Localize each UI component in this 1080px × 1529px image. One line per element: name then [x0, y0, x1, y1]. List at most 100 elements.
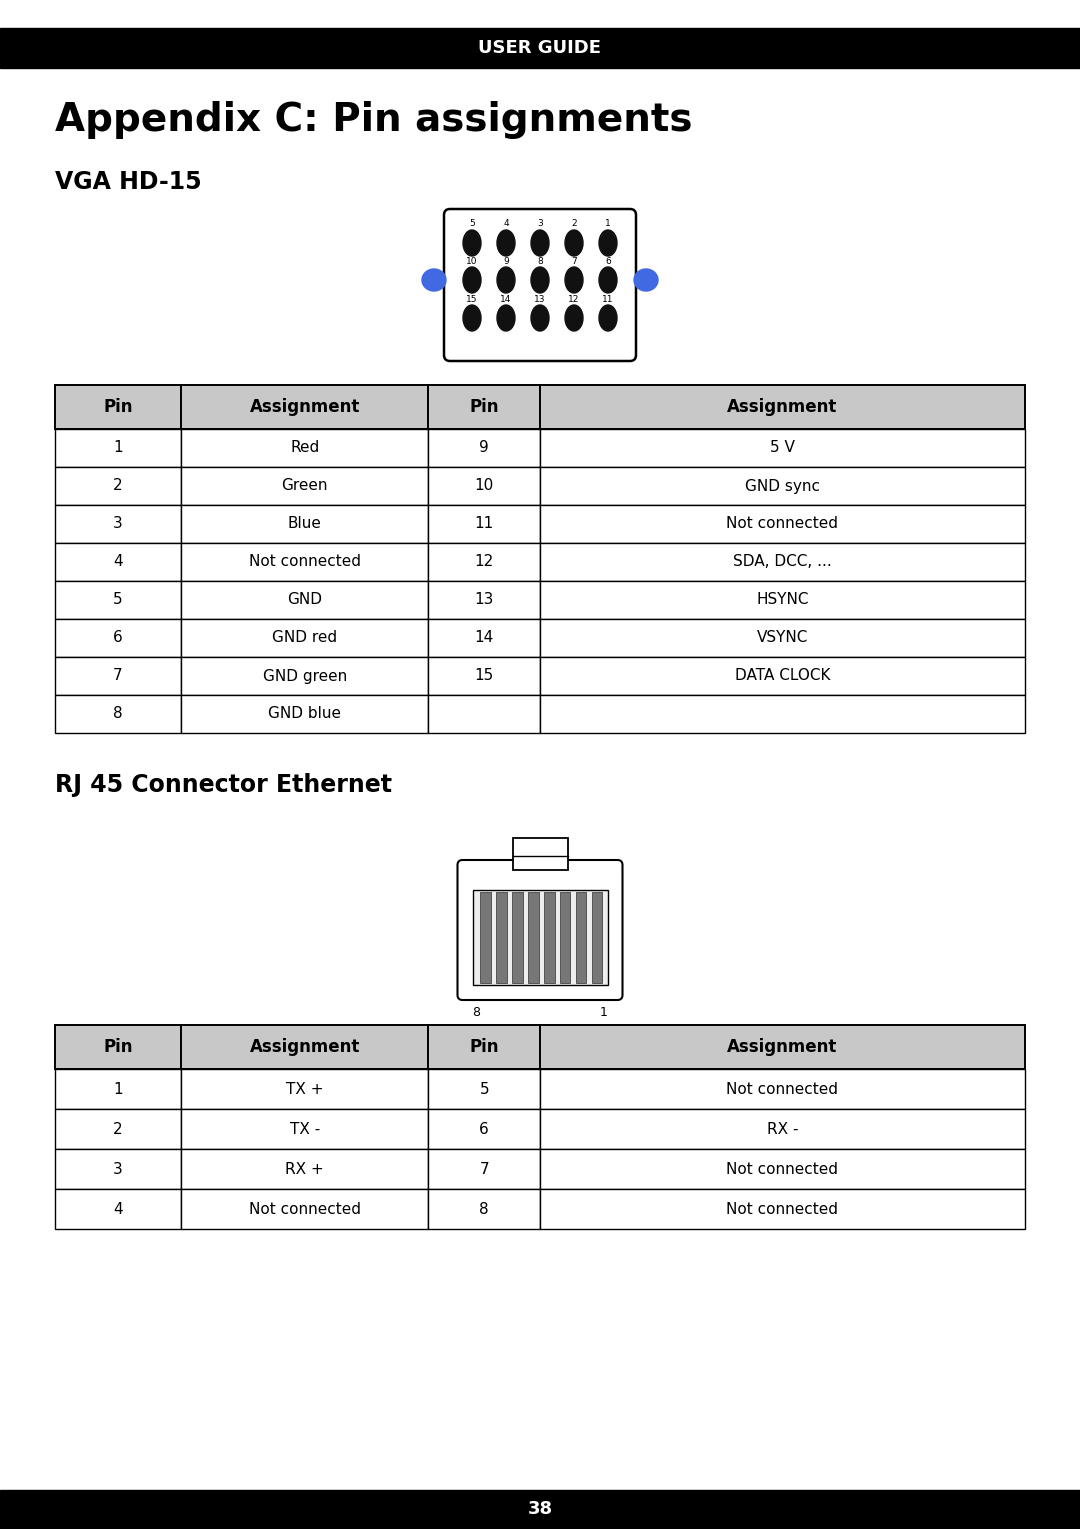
- Bar: [181, 619, 429, 657]
- Bar: [540, 619, 1025, 657]
- Bar: [540, 385, 1025, 430]
- Ellipse shape: [634, 269, 658, 291]
- Bar: [540, 581, 1025, 619]
- Text: Not connected: Not connected: [727, 1202, 838, 1217]
- Text: 6: 6: [605, 257, 611, 266]
- Text: 8: 8: [473, 1006, 481, 1020]
- Ellipse shape: [565, 229, 583, 255]
- Text: Not connected: Not connected: [248, 1202, 361, 1217]
- Bar: [540, 1024, 1025, 1069]
- Bar: [55, 1190, 181, 1229]
- Text: 5: 5: [480, 1081, 489, 1096]
- Text: TX +: TX +: [286, 1081, 324, 1096]
- Bar: [55, 1069, 181, 1109]
- Ellipse shape: [463, 268, 481, 294]
- Text: SDA, DCC, ...: SDA, DCC, ...: [733, 555, 832, 569]
- Bar: [429, 1109, 540, 1148]
- Text: 4: 4: [113, 1202, 123, 1217]
- Ellipse shape: [531, 229, 549, 255]
- Text: Assignment: Assignment: [727, 398, 838, 416]
- Text: DATA CLOCK: DATA CLOCK: [734, 668, 831, 683]
- Bar: [540, 430, 1025, 466]
- Text: RX +: RX +: [285, 1162, 324, 1176]
- Text: 14: 14: [500, 295, 512, 303]
- Bar: [429, 385, 540, 430]
- Text: Assignment: Assignment: [249, 1038, 360, 1057]
- Bar: [55, 385, 181, 430]
- Bar: [55, 619, 181, 657]
- Bar: [55, 696, 181, 732]
- Text: 2: 2: [113, 479, 123, 494]
- Bar: [576, 891, 586, 983]
- Text: GND green: GND green: [262, 668, 347, 683]
- Text: Pin: Pin: [104, 1038, 133, 1057]
- Bar: [181, 1190, 429, 1229]
- Ellipse shape: [463, 304, 481, 330]
- Bar: [540, 696, 1025, 732]
- Bar: [481, 891, 491, 983]
- Bar: [540, 657, 1025, 696]
- Text: Assignment: Assignment: [727, 1038, 838, 1057]
- Bar: [55, 543, 181, 581]
- Ellipse shape: [565, 304, 583, 330]
- Text: Not connected: Not connected: [727, 1162, 838, 1176]
- Bar: [181, 430, 429, 466]
- Text: Not connected: Not connected: [727, 517, 838, 532]
- Text: 3: 3: [113, 1162, 123, 1176]
- Bar: [540, 1190, 1025, 1229]
- Bar: [497, 891, 507, 983]
- Bar: [429, 1148, 540, 1190]
- Text: 38: 38: [527, 1500, 553, 1518]
- Bar: [429, 657, 540, 696]
- Text: GND sync: GND sync: [745, 479, 820, 494]
- Text: 6: 6: [480, 1121, 489, 1136]
- Bar: [181, 657, 429, 696]
- Text: 13: 13: [474, 593, 494, 607]
- Ellipse shape: [497, 229, 515, 255]
- Bar: [540, 505, 1025, 543]
- Text: VGA HD-15: VGA HD-15: [55, 170, 202, 194]
- Bar: [181, 466, 429, 505]
- FancyBboxPatch shape: [444, 209, 636, 361]
- Bar: [544, 891, 554, 983]
- Text: 12: 12: [568, 295, 580, 303]
- Bar: [540, 1069, 1025, 1109]
- Text: 15: 15: [467, 295, 477, 303]
- Text: 8: 8: [537, 257, 543, 266]
- Text: 4: 4: [113, 555, 123, 569]
- Text: Not connected: Not connected: [727, 1081, 838, 1096]
- Text: HSYNC: HSYNC: [756, 593, 809, 607]
- Text: VSYNC: VSYNC: [757, 630, 808, 645]
- Text: 1: 1: [113, 440, 123, 456]
- Text: 3: 3: [537, 220, 543, 228]
- Bar: [181, 1148, 429, 1190]
- Bar: [429, 1069, 540, 1109]
- Ellipse shape: [599, 304, 617, 330]
- Text: 5: 5: [113, 593, 123, 607]
- Bar: [55, 430, 181, 466]
- Text: 9: 9: [480, 440, 489, 456]
- Bar: [592, 891, 603, 983]
- Bar: [181, 1024, 429, 1069]
- Text: Pin: Pin: [104, 398, 133, 416]
- Text: RX -: RX -: [767, 1121, 798, 1136]
- Text: 14: 14: [474, 630, 494, 645]
- Text: 15: 15: [474, 668, 494, 683]
- FancyBboxPatch shape: [458, 859, 622, 1000]
- Text: 6: 6: [113, 630, 123, 645]
- Text: 8: 8: [480, 1202, 489, 1217]
- Text: 10: 10: [474, 479, 494, 494]
- Bar: [181, 1069, 429, 1109]
- Ellipse shape: [565, 268, 583, 294]
- Text: 11: 11: [474, 517, 494, 532]
- Bar: [429, 505, 540, 543]
- Text: 2: 2: [571, 220, 577, 228]
- Bar: [181, 696, 429, 732]
- Ellipse shape: [599, 268, 617, 294]
- Text: Pin: Pin: [470, 398, 499, 416]
- Bar: [55, 505, 181, 543]
- Text: GND: GND: [287, 593, 322, 607]
- Bar: [429, 543, 540, 581]
- Text: 1: 1: [605, 220, 611, 228]
- Text: Pin: Pin: [470, 1038, 499, 1057]
